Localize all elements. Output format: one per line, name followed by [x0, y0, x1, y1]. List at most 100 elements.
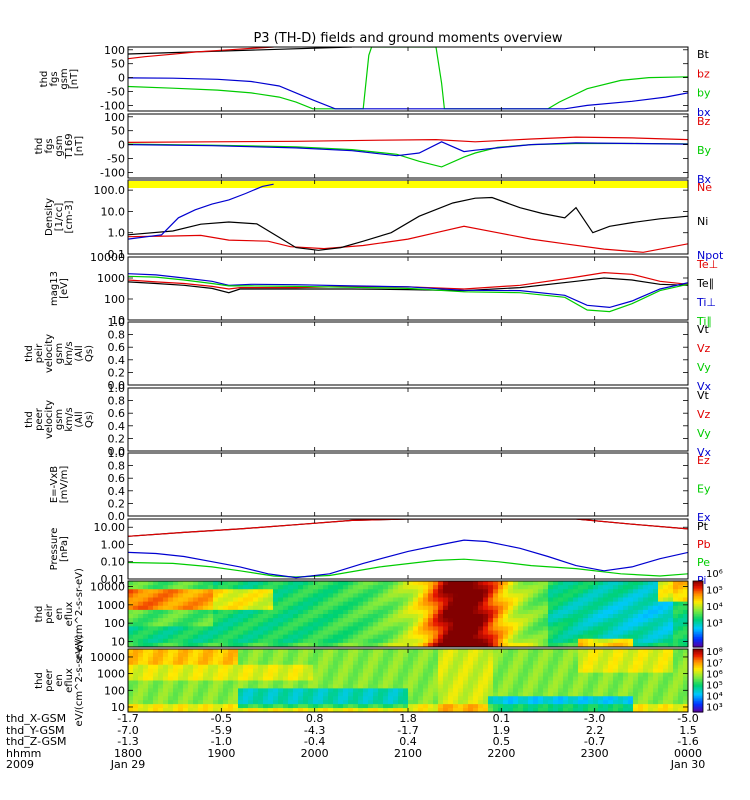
- legend: Pt Pb Pe Pi: [697, 520, 711, 587]
- data-lines: [128, 47, 688, 110]
- series-line-Bt: [128, 47, 353, 55]
- legend: Vt Vz Vy Vx: [697, 323, 712, 393]
- y-tick-label: 0: [118, 72, 125, 85]
- x-axis-row-label: thd_Z-GSM: [6, 735, 66, 748]
- y-tick-label: 1.0: [108, 447, 126, 460]
- colorbar-tick-label: 10⁴: [706, 602, 723, 613]
- y-axis-label: thd peir en eflux eV/(cm^2-s-sr-eV): [34, 568, 85, 660]
- y-label-line: peir: [44, 603, 55, 623]
- legend-entry: Vz: [697, 408, 711, 421]
- y-label-line: Density: [44, 198, 55, 236]
- y-axis: 10000 1000 100 10: [90, 651, 688, 714]
- y-tick-label: 10.0: [101, 205, 126, 218]
- y-tick-label: 0.0: [108, 379, 126, 392]
- legend-entry: Te⊥: [696, 258, 718, 271]
- data-lines: [128, 136, 688, 168]
- legend-entry: Ti∥: [696, 315, 712, 328]
- y-axis-label: thd fgs gsm T169 [nT]: [34, 133, 85, 159]
- series-line-bz: [128, 47, 274, 60]
- x-ticks: [127, 322, 689, 385]
- y-label-line: eflux: [64, 668, 75, 693]
- y-axis-label: thd fgs gsm [nT]: [39, 68, 80, 89]
- y-tick-label: 10: [111, 701, 125, 714]
- x-axis-row-label: thd_Y-GSM: [6, 724, 65, 737]
- x-axis-value: 2300: [581, 747, 609, 760]
- y-axis-label: mag13 [eV]: [49, 271, 70, 306]
- y-tick-label: 0.4: [108, 354, 126, 367]
- series-line-Ne: [128, 225, 688, 253]
- y-label-line: gsm: [59, 68, 70, 89]
- y-tick-label: -100: [100, 166, 125, 179]
- series-line-Pi: [128, 539, 688, 579]
- series-line-Bz: [128, 136, 688, 143]
- legend-entry: bz: [697, 67, 710, 80]
- y-label-line: [mV/m]: [59, 466, 70, 504]
- series-line-Ti⊥: [128, 273, 688, 309]
- x-axis-row-label: hhmm: [6, 747, 41, 760]
- y-axis-label: E=-VxB [mV/m]: [49, 466, 70, 504]
- series-line-Ni: [128, 196, 688, 251]
- legend-entry: Te∥: [696, 277, 714, 290]
- legend-entry: Vy: [697, 427, 711, 440]
- series-line-by: [128, 47, 688, 110]
- y-label-line: [nT]: [74, 136, 85, 156]
- spectrogram-image: [128, 581, 688, 647]
- x-ticks: [127, 581, 689, 647]
- y-axis: 100.0 10.0 1.0 0.1: [94, 184, 688, 261]
- colorbar-tick-label: 10⁴: [706, 691, 723, 702]
- x-axis-value: 1.9: [493, 724, 511, 737]
- y-label-line: peer: [34, 407, 45, 431]
- y-tick-label: 0.6: [108, 472, 126, 485]
- y-tick-label: 0.4: [108, 485, 126, 498]
- x-axis-value: 0.5: [493, 735, 511, 748]
- legend: Bz By Bx: [697, 115, 712, 186]
- y-label-line: [nPa]: [59, 536, 70, 562]
- figure-title: P3 (TH-D) fields and ground moments over…: [253, 31, 562, 46]
- legend: Bt bz by bx: [697, 48, 711, 119]
- x-axis-value: 0.1: [493, 712, 511, 725]
- legend: Te⊥ Te∥ Ti⊥ Ti∥: [696, 258, 718, 328]
- y-label-line: [cm-3]: [64, 200, 75, 233]
- y-tick-label: 100: [104, 293, 125, 306]
- y-axis-label: Pressure [nPa]: [49, 528, 70, 571]
- y-label-line: E=-VxB: [49, 466, 60, 503]
- panel-frame: [127, 518, 689, 580]
- y-tick-label: 1.00: [101, 538, 126, 551]
- y-tick-label: 0.01: [101, 573, 126, 586]
- y-tick-label: 0.10: [101, 556, 126, 569]
- y-tick-label: 100: [104, 111, 125, 124]
- data-lines: [128, 271, 688, 313]
- x-axis-row: hhmm 1800 1900 2000 2100 2200 2300 0000: [6, 747, 702, 760]
- legend-entry: Vx: [697, 446, 712, 459]
- x-ticks: [127, 47, 689, 111]
- y-tick-label: 10.00: [94, 521, 126, 534]
- panel-frame: [127, 321, 689, 386]
- y-tick-label: 1000: [97, 272, 125, 285]
- y-label-line: gsm: [54, 135, 65, 156]
- x-axis-value: -1.7: [117, 712, 138, 725]
- y-label-line: Pressure: [49, 528, 60, 571]
- y-axis-label: thd peer en eflux eV/(cm^2-s-sr-eV): [34, 634, 85, 726]
- y-axis-label: thd peer velocity gsm km/s (All Qs): [24, 400, 95, 439]
- y-tick-label: 10000: [90, 251, 125, 264]
- y-label-line: thd: [24, 411, 35, 428]
- x-ticks: [127, 114, 689, 178]
- y-label-line: Qs): [84, 345, 95, 362]
- y-tick-label: 1.0: [108, 227, 126, 240]
- x-axis-row: thd_Y-GSM -7.0 -5.9 -4.3 -1.7 1.9 2.2 1.5: [6, 724, 697, 737]
- x-ticks: [127, 388, 689, 451]
- legend-entry: Vz: [697, 342, 711, 355]
- legend-entry: Vy: [697, 361, 711, 374]
- y-label-line: eV/(cm^2-s-sr-eV): [74, 634, 85, 726]
- y-tick-label: -50: [107, 153, 125, 166]
- y-label-line: thd: [34, 138, 45, 155]
- x-axis-value: -0.5: [211, 712, 232, 725]
- y-tick-label: 0.8: [108, 460, 126, 473]
- y-tick-label: 10: [111, 314, 125, 327]
- panel-4: 10000 1000 100 10 mag13 [eV] Te⊥ Te∥ Ti⊥ Ti∥: [49, 251, 718, 328]
- y-label-line: (All: [74, 345, 85, 361]
- x-axis-row: 2009 Jan 29 Jan 30: [6, 758, 705, 771]
- y-axis: 10.00 1.00 0.10 0.01: [94, 521, 688, 586]
